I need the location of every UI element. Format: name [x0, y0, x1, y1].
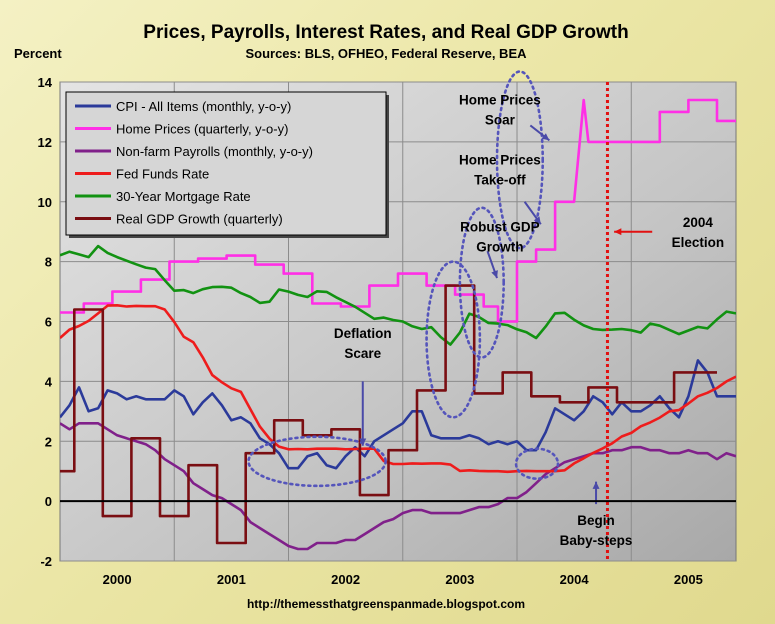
annotation-text: Home Prices: [459, 152, 541, 167]
annotations: Home Prices Soar Home Prices Take-off Robust…: [247, 70, 725, 561]
y-tick-label: 10: [38, 195, 52, 210]
x-tick-label: 2000: [103, 572, 132, 587]
annotation-text: Election: [672, 235, 725, 250]
series-line-2: [60, 98, 736, 323]
annotation-text: Home Prices: [459, 92, 541, 107]
source-url: http://themessthatgreenspanmade.blogspot…: [247, 597, 525, 611]
axes: -2 0 2 4 6 8 10 12 14 2000 2001 2002 2003 2004 2005: [38, 75, 736, 587]
highlight-ellipse: [458, 206, 505, 359]
chart-subtitle: Sources: BLS, OFHEO, Federal Reserve, BE…: [245, 46, 527, 61]
highlight-ellipse: [247, 435, 387, 488]
legend-label: Real GDP Growth (quarterly): [116, 212, 283, 227]
annotation-text: Scare: [344, 346, 381, 361]
highlight-ellipse: [425, 260, 482, 419]
legend-label: CPI - All Items (monthly, y-o-y): [116, 99, 291, 114]
highlight-ellipse: [514, 447, 560, 480]
series-line-1: [60, 359, 736, 470]
annotation-text: Soar: [485, 112, 516, 127]
annotation-text: Begin: [577, 513, 615, 528]
arrow-head: [592, 481, 600, 489]
y-tick-label: 14: [38, 75, 53, 90]
annotation-text: Growth: [476, 240, 523, 255]
legend-box: [65, 91, 387, 236]
chart-title: Prices, Payrolls, Interest Rates, and Re…: [143, 22, 628, 43]
arrow-head: [359, 438, 367, 446]
annotation-text: Robust GDP: [460, 220, 540, 235]
legend-label: Home Prices (quarterly, y-o-y): [116, 122, 288, 137]
y-tick-label: 2: [45, 434, 52, 449]
highlight-ellipse: [495, 70, 545, 250]
annotation-text: Deflation: [334, 326, 392, 341]
y-tick-label: 8: [45, 255, 52, 270]
series-line-3: [60, 421, 736, 551]
legend: CPI - All Items (monthly, y-o-y) Home Pri…: [65, 91, 389, 238]
legend-label: 30-Year Mortgage Rate: [116, 189, 251, 204]
annotation-text: Baby-steps: [560, 533, 633, 548]
arrow-head: [491, 270, 498, 279]
x-tick-label: 2005: [674, 572, 703, 587]
x-tick-label: 2001: [217, 572, 246, 587]
y-axis-label: Percent: [14, 46, 62, 61]
x-tick-label: 2004: [560, 572, 590, 587]
series-line-6: [60, 284, 717, 545]
arrow-head: [533, 216, 541, 225]
annotation-text: 2004: [683, 215, 714, 230]
y-tick-label: -2: [40, 554, 52, 569]
series-group: [60, 98, 736, 551]
legend-label: Fed Funds Rate: [116, 167, 209, 182]
arrow-head: [541, 133, 550, 141]
arrow-head: [614, 228, 622, 236]
legend-label: Non-farm Payrolls (monthly, y-o-y): [116, 144, 313, 159]
y-tick-label: 12: [38, 135, 52, 150]
series-line-4: [60, 303, 736, 474]
y-tick-label: 6: [45, 315, 52, 330]
y-tick-label: 4: [45, 374, 53, 389]
series-line-5: [60, 244, 736, 346]
annotation-text: Take-off: [474, 172, 526, 187]
x-tick-label: 2003: [445, 572, 474, 587]
x-tick-label: 2002: [331, 572, 360, 587]
y-tick-label: 0: [45, 494, 52, 509]
